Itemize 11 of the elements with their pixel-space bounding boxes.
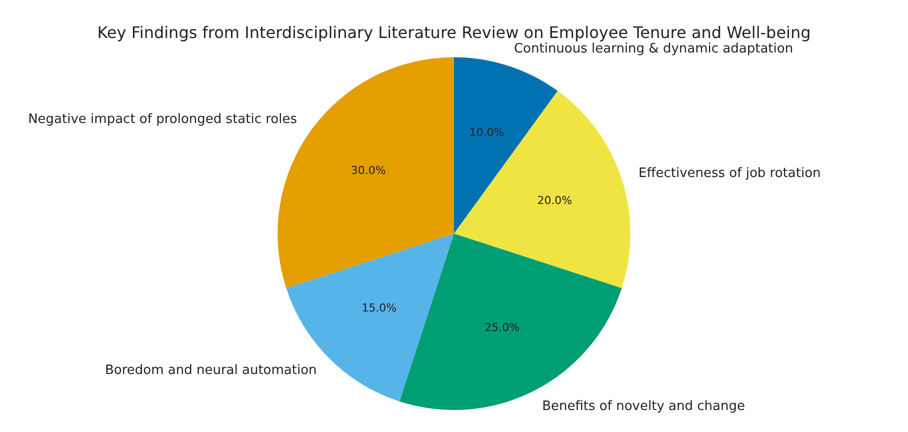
- data-label: 15.0%: [362, 301, 397, 314]
- chart-title: Key Findings from Interdisciplinary Literature Review on Employee Tenure and Well-being: [97, 22, 811, 42]
- slice-label: Negative impact of prolonged static roles: [28, 112, 298, 127]
- slice-label: Continuous learning & dynamic adaptation: [514, 41, 794, 56]
- slice-label: Benefits of novelty and change: [542, 398, 745, 414]
- data-label: 30.0%: [350, 164, 386, 178]
- data-label: 20.0%: [537, 194, 572, 207]
- slice-label: Effectiveness of job rotation: [638, 166, 821, 182]
- data-label: 25.0%: [484, 320, 520, 334]
- slice-label: Boredom and neural automation: [104, 363, 317, 378]
- data-label: 10.0%: [469, 126, 504, 139]
